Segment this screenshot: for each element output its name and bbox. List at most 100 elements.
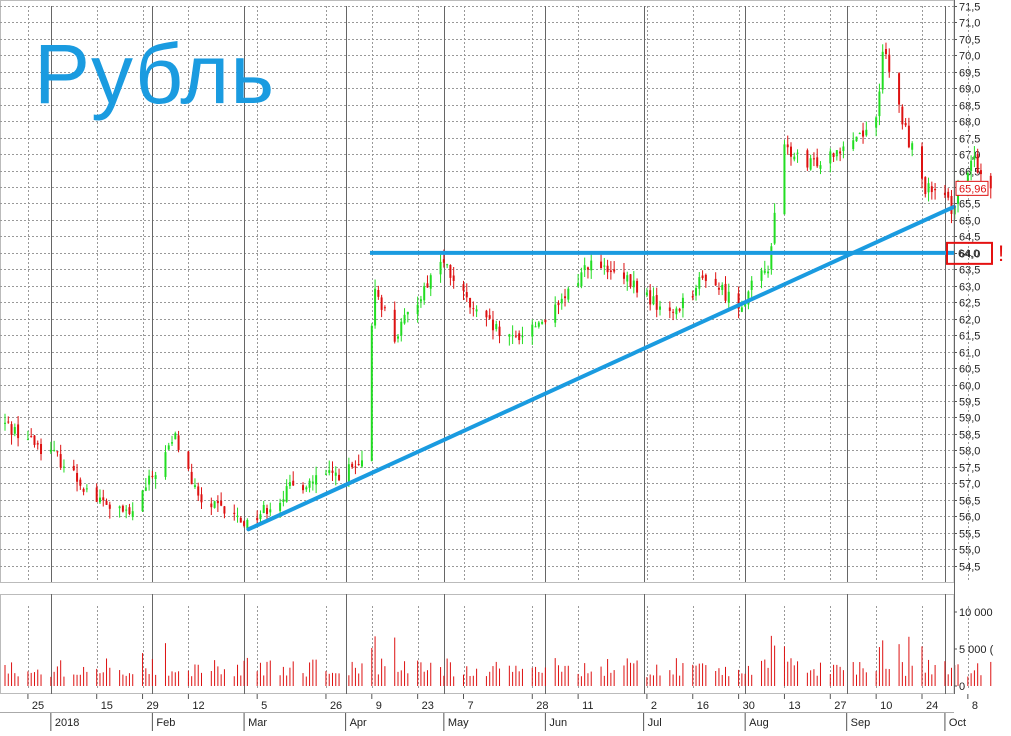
candle-body xyxy=(927,183,930,193)
candle-body xyxy=(59,454,62,468)
candle-body xyxy=(446,264,449,266)
candle-body xyxy=(216,500,219,504)
candle-body xyxy=(812,158,815,160)
candle-body xyxy=(521,336,524,338)
candle-body xyxy=(360,460,363,467)
candle-body xyxy=(154,475,157,480)
y-tick-label: 67,5 xyxy=(959,134,980,146)
candle-body xyxy=(495,324,498,330)
candle-body xyxy=(583,265,586,271)
candle-body xyxy=(832,153,835,157)
candle-body xyxy=(125,509,128,511)
volume-tick-label: 5 000 ( xyxy=(959,644,994,656)
candle-body xyxy=(888,54,891,72)
candle-body xyxy=(790,146,792,157)
candle-body xyxy=(442,259,445,263)
candle-body xyxy=(698,277,701,289)
y-tick-label: 56,5 xyxy=(959,496,980,508)
candle-body xyxy=(488,315,491,319)
y-tick-label: 56,0 xyxy=(959,512,980,524)
candle-body xyxy=(898,73,901,105)
y-tick-label: 59,5 xyxy=(959,397,980,409)
candle-body xyxy=(858,133,861,135)
candle-body xyxy=(921,146,923,179)
candle-body xyxy=(243,521,246,526)
candle-body xyxy=(704,274,707,281)
x-month-tick-label: Apr xyxy=(350,717,367,729)
x-day-tick-label: 27 xyxy=(834,700,846,712)
candle-body xyxy=(233,512,236,514)
candle-body xyxy=(131,511,134,517)
x-day-tick-label: 16 xyxy=(697,700,709,712)
volume-tick-label: 10 000 xyxy=(959,607,993,619)
candle-body xyxy=(714,278,717,286)
candle-body xyxy=(881,51,884,90)
y-tick-label: 55,0 xyxy=(959,545,980,557)
candle-body xyxy=(534,326,537,328)
candle-body xyxy=(397,336,399,339)
candle-body xyxy=(98,497,101,503)
candle-body xyxy=(393,309,396,342)
candle-body xyxy=(95,487,98,502)
candle-body xyxy=(223,506,226,514)
x-day-tick-label: 26 xyxy=(330,700,342,712)
candle-body xyxy=(328,470,331,473)
x-day-tick-label: 8 xyxy=(972,700,978,712)
candle-body xyxy=(943,192,946,195)
candle-body xyxy=(462,284,465,291)
candle-body xyxy=(875,117,878,128)
y-tick-label: 66,5 xyxy=(959,167,980,179)
candle-body xyxy=(564,296,567,299)
candle-body xyxy=(269,509,272,513)
candle-body xyxy=(282,499,285,502)
candle-body xyxy=(970,160,973,171)
candle-body xyxy=(724,283,727,301)
candle-body xyxy=(171,442,174,444)
candle-body xyxy=(4,422,6,424)
candle-body xyxy=(49,449,52,452)
candle-body xyxy=(907,125,910,148)
candle-body xyxy=(485,310,488,318)
candle-body xyxy=(331,470,334,473)
y-tick-label: 59,0 xyxy=(959,413,980,425)
candle-body xyxy=(76,472,79,482)
candle-body xyxy=(518,333,521,341)
y-tick-label: 57,0 xyxy=(959,479,980,491)
candle-body xyxy=(760,270,763,281)
candle-body xyxy=(377,289,380,297)
candle-body xyxy=(400,321,403,336)
candle-body xyxy=(187,451,190,469)
y-tick-label: 63,5 xyxy=(959,265,980,277)
y-tick-label: 54,5 xyxy=(959,562,980,574)
y-tick-label: 64,0 xyxy=(959,249,980,261)
candle-body xyxy=(10,424,13,435)
candle-body xyxy=(606,265,609,273)
candle-body xyxy=(701,275,704,279)
candle-body xyxy=(600,261,603,269)
support-trendline xyxy=(246,204,956,532)
candle-body xyxy=(305,487,308,490)
candle-body xyxy=(426,283,429,288)
volume-tick-label: 0 xyxy=(959,681,965,693)
candle-body xyxy=(213,501,216,508)
candle-body xyxy=(950,195,953,214)
candle-body xyxy=(167,445,170,450)
candle-body xyxy=(193,485,196,488)
candle-body xyxy=(750,280,753,290)
candle-body xyxy=(144,487,147,491)
resistance-marker-box xyxy=(946,241,993,265)
y-tick-label: 60,0 xyxy=(959,381,980,393)
candle-body xyxy=(659,306,661,310)
candle-body xyxy=(246,519,249,529)
candle-body xyxy=(783,144,786,215)
candle-body xyxy=(262,505,265,514)
alert-exclamation: ! xyxy=(998,241,1004,266)
candle-body xyxy=(324,473,327,475)
y-tick-label: 58,0 xyxy=(959,446,980,458)
candle-body xyxy=(259,514,262,520)
candle-body xyxy=(108,504,111,509)
candle-body xyxy=(423,286,426,301)
candle-body xyxy=(347,464,350,482)
